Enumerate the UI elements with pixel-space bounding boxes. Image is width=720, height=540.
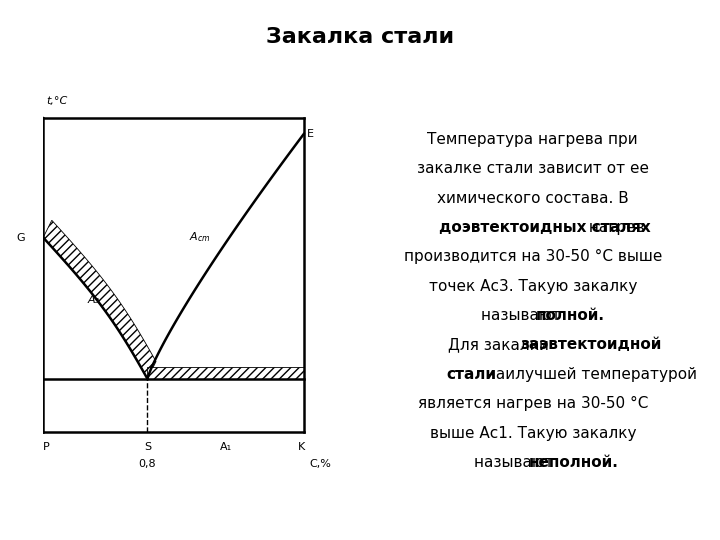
Text: Закалка стали: Закалка стали xyxy=(266,27,454,47)
Text: S: S xyxy=(144,442,151,451)
Text: неполной.: неполной. xyxy=(529,455,618,470)
Text: производится на 30-50 °С выше: производится на 30-50 °С выше xyxy=(404,249,662,264)
Text: Для закалки: Для закалки xyxy=(448,338,554,353)
Text: закалке стали зависит от ее: закалке стали зависит от ее xyxy=(417,161,649,176)
Text: С,%: С,% xyxy=(309,459,331,469)
Text: выше Ас1. Такую закалку: выше Ас1. Такую закалку xyxy=(430,426,636,441)
Text: называют: называют xyxy=(474,455,559,470)
Text: A₁: A₁ xyxy=(220,442,232,451)
Text: A$_{cm}$: A$_{cm}$ xyxy=(189,231,210,245)
Text: полной.: полной. xyxy=(536,308,605,323)
Text: доэвтектоидных сталях: доэвтектоидных сталях xyxy=(439,220,651,235)
Polygon shape xyxy=(148,367,304,379)
Text: t,°C: t,°C xyxy=(46,96,67,106)
Text: химического состава. В: химического состава. В xyxy=(437,191,629,206)
Text: K: K xyxy=(297,442,305,451)
Text: нагрев: нагрев xyxy=(584,220,645,235)
Text: стали: стали xyxy=(446,367,496,382)
Text: 0,8: 0,8 xyxy=(139,459,156,469)
Text: P: P xyxy=(42,442,49,451)
Text: наилучшей температурой: наилучшей температурой xyxy=(480,367,696,382)
Text: является нагрев на 30-50 °С: является нагрев на 30-50 °С xyxy=(418,396,648,411)
Text: G: G xyxy=(17,233,25,242)
Text: называют: называют xyxy=(482,308,566,323)
Text: Температура нагрева при: Температура нагрева при xyxy=(428,132,638,147)
Text: E: E xyxy=(307,129,313,139)
Polygon shape xyxy=(43,220,156,379)
Text: A₃: A₃ xyxy=(88,295,99,305)
Text: точек Ас3. Такую закалку: точек Ас3. Такую закалку xyxy=(428,279,637,294)
Text: заэвтектоидной: заэвтектоидной xyxy=(521,338,662,353)
